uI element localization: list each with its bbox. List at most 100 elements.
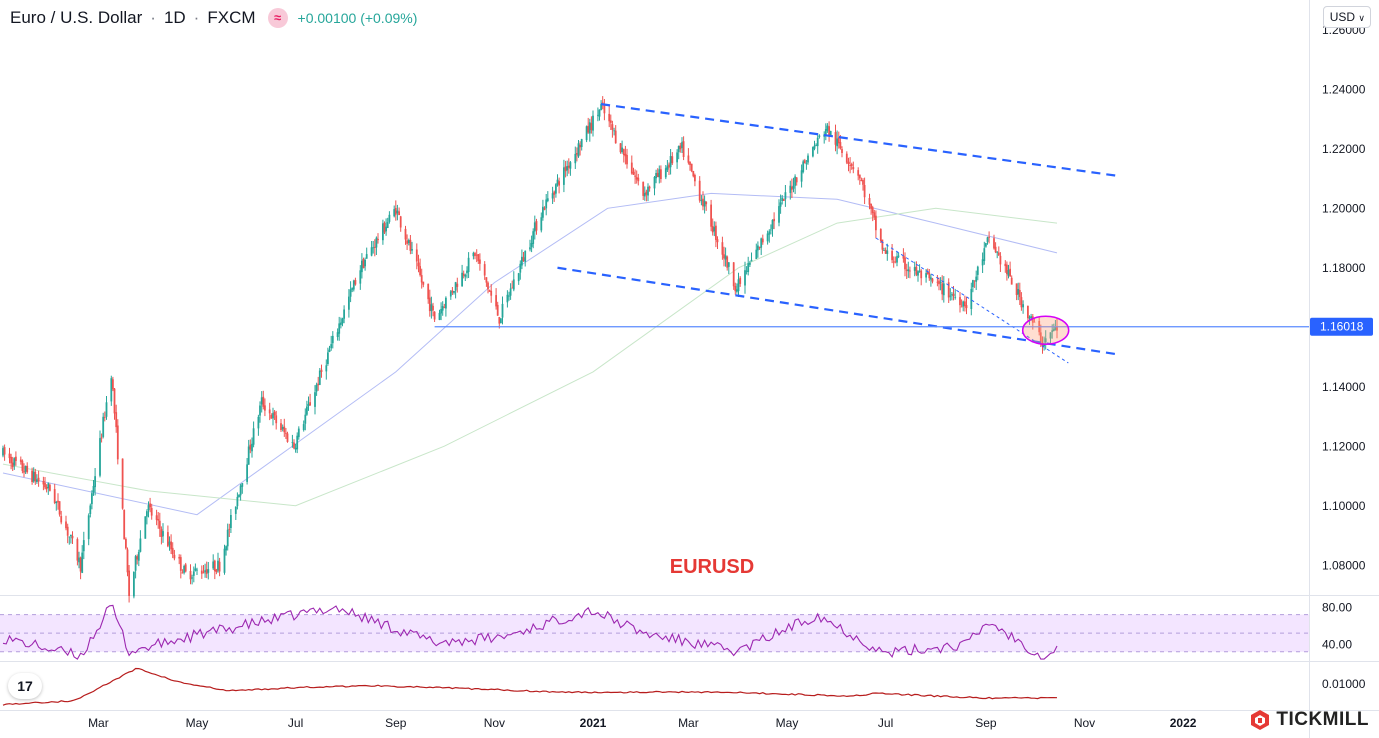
candle-body <box>579 145 581 148</box>
price-tick-label: 1.22000 <box>1322 142 1366 156</box>
candle-body <box>286 433 289 442</box>
candle-body <box>149 503 151 508</box>
candle-body <box>630 162 633 174</box>
candle-body <box>892 261 895 263</box>
candle-body <box>845 153 848 163</box>
candle-body <box>653 177 656 189</box>
candle-body <box>841 149 843 153</box>
price-tick-label: 1.24000 <box>1322 82 1366 96</box>
candle-body <box>988 236 990 238</box>
symbol-name[interactable]: Euro / U.S. Dollar <box>10 8 143 27</box>
candle-body <box>217 560 219 571</box>
candle-body <box>784 192 787 200</box>
candle-body <box>8 453 11 459</box>
candlestick-series <box>2 96 1058 603</box>
candle-body <box>947 282 950 298</box>
candle-body <box>26 465 29 473</box>
candle-body <box>938 280 940 285</box>
candle-body <box>815 144 817 146</box>
candle-body <box>609 120 612 123</box>
candle-body <box>189 571 192 580</box>
candle-body <box>453 291 455 293</box>
candle-body <box>404 228 407 240</box>
candle-body <box>260 397 263 405</box>
candle-body <box>343 309 345 319</box>
candle-body <box>147 505 150 511</box>
currency-selector-button[interactable]: USD ∨ <box>1322 6 1371 28</box>
candle-body <box>399 216 402 228</box>
brand-name: TICKMILL <box>1276 709 1369 730</box>
candle-body <box>325 365 328 372</box>
candle-body <box>160 529 163 537</box>
candle-body <box>580 139 583 147</box>
candle-body <box>318 370 321 385</box>
candle-body <box>23 471 25 473</box>
candle-body <box>78 557 80 563</box>
candle-body <box>388 214 391 222</box>
candle-body <box>306 406 308 415</box>
candle-body <box>37 477 40 482</box>
candle-body <box>907 269 910 272</box>
candle-body <box>681 142 683 148</box>
candle-body <box>490 290 493 296</box>
candle-body <box>317 383 320 386</box>
candle-body <box>307 403 310 407</box>
candle-body <box>87 515 90 540</box>
candle-body <box>386 222 389 228</box>
candle-body <box>837 137 840 144</box>
candle-body <box>1044 338 1047 343</box>
candle-body <box>760 238 763 248</box>
candle-body <box>372 247 375 249</box>
candle-body <box>614 130 617 144</box>
candle-body <box>858 174 861 179</box>
candle-body <box>868 198 871 205</box>
candle-body <box>246 464 248 482</box>
candle-body <box>200 570 203 574</box>
candle-body <box>110 378 113 402</box>
candle-body <box>739 277 742 284</box>
candle-body <box>909 270 911 272</box>
moving-average-line <box>2 207 1058 507</box>
candle-body <box>875 215 877 231</box>
candle-body <box>770 229 772 231</box>
tickmill-brand: TICKMILL <box>1250 709 1369 731</box>
interval-label[interactable]: 1D <box>163 8 186 27</box>
candle-body <box>281 427 284 430</box>
candle-body <box>15 456 17 461</box>
candle-body <box>590 123 593 131</box>
tradingview-logo[interactable]: 17 <box>8 673 42 699</box>
candle-body <box>280 423 282 430</box>
candle-body <box>812 147 814 157</box>
candle-body <box>68 536 71 538</box>
candle-body <box>818 135 821 137</box>
candle-body <box>294 447 297 450</box>
candle-body <box>133 571 135 597</box>
candle-body <box>375 237 378 248</box>
candle-body <box>928 272 931 279</box>
candle-body <box>184 564 187 572</box>
candle-body <box>125 539 127 549</box>
candle-body <box>509 288 512 296</box>
candle-body <box>330 344 333 349</box>
candle-body <box>904 257 906 270</box>
candle-body <box>1004 263 1007 267</box>
candle-body <box>36 479 38 482</box>
candle-body <box>553 191 556 195</box>
candle-body <box>241 483 244 487</box>
candle-body <box>283 426 286 433</box>
chevron-down-icon: ∨ <box>1358 13 1365 23</box>
indicator-toggle-icon[interactable]: ≈ <box>267 8 288 28</box>
candle-body <box>150 508 153 516</box>
candle-body <box>128 570 130 596</box>
candle-body <box>105 402 108 417</box>
atr-line <box>2 667 1058 706</box>
candle-body <box>694 175 696 182</box>
candle-body <box>65 521 67 529</box>
time-tick-label: May <box>186 716 209 730</box>
candle-body <box>745 270 748 272</box>
candle-body <box>440 309 442 314</box>
rsi-pane <box>0 604 1309 660</box>
candle-body <box>487 282 489 290</box>
candle-body <box>340 322 342 325</box>
